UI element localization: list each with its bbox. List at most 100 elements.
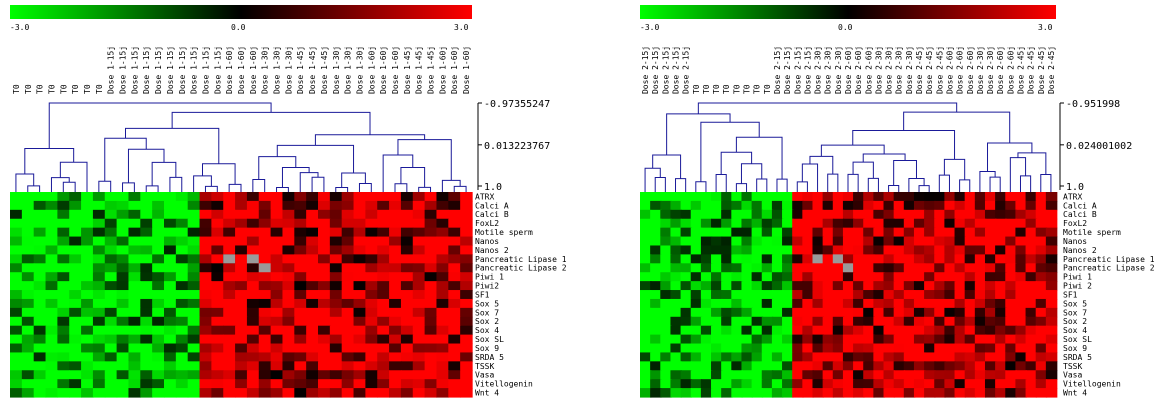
heatmap-cell xyxy=(46,290,59,300)
heatmap-cell xyxy=(670,281,682,291)
heatmap-cell xyxy=(117,263,130,273)
heatmap-cell xyxy=(691,344,703,354)
heatmap-cell xyxy=(401,379,414,389)
heatmap-cell xyxy=(128,335,141,345)
heatmap-cell xyxy=(762,335,774,345)
heatmap-cell xyxy=(330,335,343,345)
heatmap-cell xyxy=(223,352,236,362)
heatmap-cell xyxy=(934,272,946,282)
heatmap-cell xyxy=(93,352,106,362)
heatmap-cell xyxy=(57,281,69,291)
heatmap-cell xyxy=(105,352,118,362)
gene-label: Sox 9 xyxy=(1063,344,1087,353)
heatmap-panel-right: -3.0 0.0 3.0Dose 2-15j Dose 2-15j Dose 2-15j… xyxy=(640,5,1155,398)
heatmap-cell xyxy=(259,326,272,336)
heatmap-cell xyxy=(448,335,461,345)
heatmap-cell xyxy=(721,388,733,398)
heatmap-cell xyxy=(650,254,662,263)
heatmap-cell xyxy=(57,201,69,211)
heatmap-cell xyxy=(955,317,967,327)
column-label: Dose 2-30j xyxy=(874,46,883,94)
heatmap-cell xyxy=(1015,299,1026,309)
heatmap-cell xyxy=(904,263,916,273)
heatmap-cell xyxy=(904,308,916,318)
heatmap-cell xyxy=(691,299,703,309)
heatmap-cell xyxy=(965,281,977,291)
heatmap-cell xyxy=(934,308,946,318)
heatmap-cell xyxy=(944,263,956,273)
heatmap-cell xyxy=(448,237,461,247)
heatmap-cell xyxy=(46,192,59,202)
heatmap-cell xyxy=(176,299,189,309)
gene-label: Pancreatic Lipase 1 xyxy=(475,255,567,264)
heatmap-cell xyxy=(342,335,355,345)
heatmap-cell xyxy=(235,219,248,229)
heatmap-cell xyxy=(650,308,662,318)
heatmap-cell xyxy=(731,245,743,255)
heatmap-cell xyxy=(863,361,875,371)
heatmap-cell xyxy=(721,201,733,211)
heatmap-cell xyxy=(681,370,693,380)
heatmap-cell xyxy=(792,379,804,389)
heatmap-cell xyxy=(660,388,672,398)
heatmap-cell xyxy=(22,344,35,354)
heatmap-cell xyxy=(282,263,295,273)
heatmap-cell xyxy=(660,245,672,255)
heatmap-cell xyxy=(802,299,814,309)
heatmap-cell xyxy=(1015,254,1026,263)
heatmap-cell xyxy=(873,290,885,300)
heatmap-cell xyxy=(259,388,272,398)
heatmap-cell xyxy=(944,299,956,309)
heatmap-cell xyxy=(81,272,94,282)
heatmap-cell xyxy=(247,370,260,380)
heatmap-cell xyxy=(995,245,1007,255)
heatmap-cell xyxy=(873,326,885,336)
heatmap-cell xyxy=(924,388,936,398)
heatmap-cell xyxy=(152,210,165,220)
heatmap-cell xyxy=(365,352,378,362)
heatmap-cell xyxy=(1005,361,1017,371)
heatmap-cell xyxy=(93,201,106,211)
heatmap-cell xyxy=(436,326,449,336)
heatmap-cell xyxy=(752,219,764,229)
heatmap-cell xyxy=(247,344,260,354)
heatmap-cell xyxy=(670,370,682,380)
gene-label: Pancreatic Lipase 2 xyxy=(475,264,567,273)
heatmap-cell xyxy=(460,388,473,398)
heatmap-cell xyxy=(365,201,378,211)
heatmap-cell xyxy=(294,263,307,273)
heatmap-cell xyxy=(650,263,662,273)
column-label: Dose 2-45j xyxy=(925,46,934,94)
heatmap-cell xyxy=(752,210,764,220)
column-label: Dose 2-45j xyxy=(1037,46,1046,94)
heatmap-cell xyxy=(670,335,682,345)
heatmap-cell xyxy=(34,210,47,220)
heatmap-cell xyxy=(140,254,153,263)
heatmap-cell xyxy=(247,228,260,238)
heatmap-cell xyxy=(271,290,284,300)
heatmap-cell xyxy=(823,388,835,398)
heatmap-cell xyxy=(843,219,855,229)
heatmap-cell xyxy=(105,219,118,229)
heatmap-cell xyxy=(46,317,59,327)
heatmap-cell xyxy=(934,326,946,336)
heatmap-cell xyxy=(425,210,438,220)
heatmap-cell xyxy=(741,308,753,318)
heatmap-cell xyxy=(843,254,855,263)
heatmap-cell xyxy=(93,263,106,273)
heatmap-cell xyxy=(853,245,865,255)
dendrogram-branch xyxy=(126,128,219,163)
heatmap-cell xyxy=(389,245,402,255)
heatmap-cell xyxy=(436,352,449,362)
heatmap-cell xyxy=(812,388,824,398)
heatmap-cell xyxy=(894,388,906,398)
heatmap-cell xyxy=(1046,299,1058,309)
heatmap-cell xyxy=(995,388,1007,398)
column-label: Dose 1-15j xyxy=(166,46,175,94)
heatmap-cell xyxy=(843,308,855,318)
heatmap-cell xyxy=(914,317,926,327)
heatmap-cell xyxy=(965,352,977,362)
heatmap-cell xyxy=(211,237,224,247)
heatmap-cell xyxy=(200,379,213,389)
heatmap-cell xyxy=(188,361,201,371)
